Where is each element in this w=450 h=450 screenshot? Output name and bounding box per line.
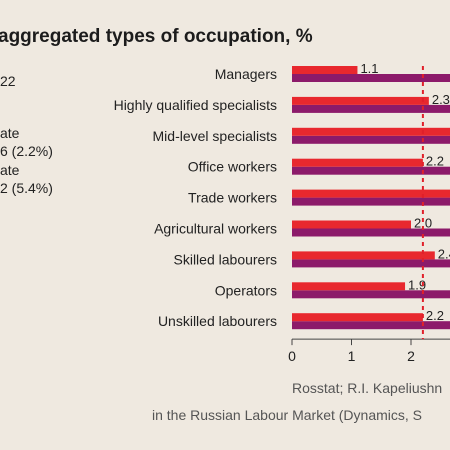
bar-series-2 — [292, 104, 450, 113]
category-label: Agricultural workers — [154, 221, 277, 237]
bar-series-1 — [292, 313, 423, 322]
chart-title: aggregated types of occupation, % — [0, 26, 313, 47]
bar-series-1 — [292, 66, 358, 74]
legend-text-3: 6 (2.2%) — [0, 143, 53, 159]
bar-series-2 — [292, 74, 450, 82]
category-label: Operators — [215, 282, 277, 298]
bar-series-2 — [292, 259, 450, 268]
x-tick-label: 2 — [407, 348, 415, 364]
legend-text-1: 22 — [0, 73, 16, 89]
data-label-series-1: 2.0 — [414, 216, 432, 231]
data-label-series-1: 1.1 — [360, 61, 378, 76]
category-label: Mid-level specialists — [153, 128, 277, 144]
source-line-2: in the Russian Labour Market (Dynamics, … — [152, 407, 422, 423]
data-label-series-1: 2.2 — [426, 154, 444, 169]
bar-series-1 — [292, 127, 450, 136]
bar-series-1 — [292, 158, 423, 167]
bar-series-2 — [292, 197, 450, 206]
source-line-1: Rosstat; R.I. Kapeliushn — [292, 380, 443, 396]
bar-series-1 — [292, 96, 429, 105]
bar-series-1 — [292, 282, 406, 291]
category-label: Unskilled labourers — [158, 313, 277, 329]
bar-series-2 — [292, 135, 450, 144]
bar-series-2 — [292, 321, 450, 330]
category-label: Highly qualified specialists — [114, 97, 277, 113]
legend-text-2: ate — [0, 125, 20, 141]
legend-text-4: ate — [0, 162, 20, 178]
data-label-series-1: 2.4 — [438, 246, 450, 261]
category-label: Trade workers — [188, 190, 277, 206]
bar-series-2 — [292, 290, 450, 299]
data-label-series-1: 1.9 — [408, 277, 426, 292]
legend-text-5: 2 (5.4%) — [0, 180, 53, 196]
bar-series-2 — [292, 166, 450, 175]
data-label-series-1: 2.3 — [432, 92, 450, 107]
category-label: Skilled labourers — [174, 251, 278, 267]
bar-series-1 — [292, 251, 435, 260]
data-label-series-1: 2.2 — [426, 308, 444, 323]
bar-series-2 — [292, 228, 450, 237]
category-label: Managers — [215, 66, 277, 82]
x-tick-label: 1 — [348, 348, 356, 364]
bar-series-1 — [292, 220, 411, 229]
x-tick-label: 0 — [288, 348, 296, 364]
category-label: Office workers — [188, 159, 277, 175]
bar-series-1 — [292, 189, 450, 198]
